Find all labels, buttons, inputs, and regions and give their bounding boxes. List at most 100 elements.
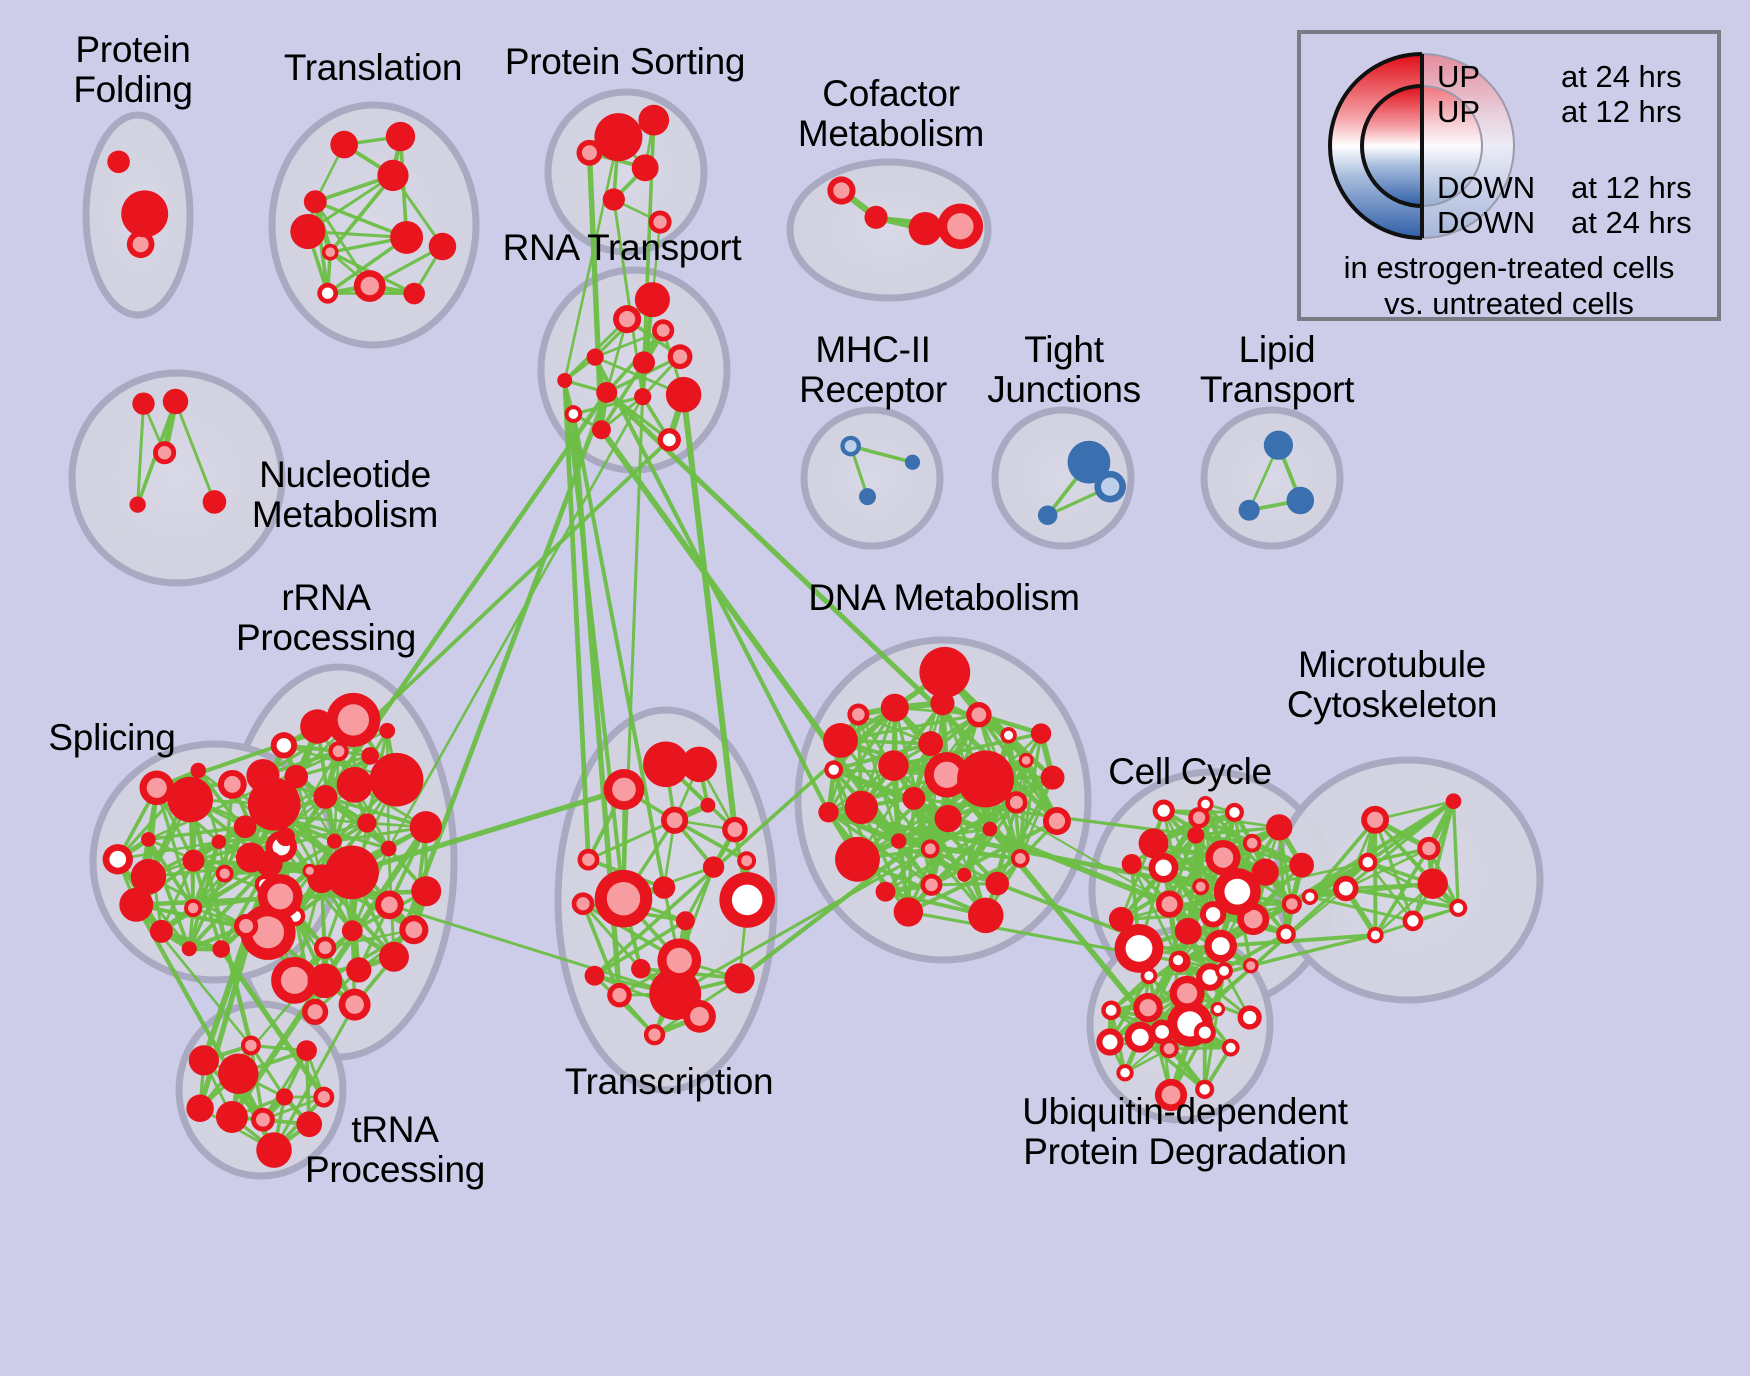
network-node [390,220,424,254]
network-node [564,405,583,423]
network-node [313,784,338,809]
network-node [1205,839,1241,876]
network-node [338,988,371,1021]
network-node [181,941,197,957]
network-node [1263,430,1294,460]
network-node [722,816,748,843]
network-node [188,1045,220,1076]
network-node [303,190,327,214]
network-node [657,938,702,983]
network-node [369,752,424,807]
network-node [634,282,670,318]
network-node [1067,440,1111,484]
network-node [652,876,676,899]
network-node [139,770,175,806]
network-node [257,874,303,919]
network-node [632,351,656,374]
network-node [681,746,717,783]
network-node [1367,926,1384,944]
network-node [724,963,755,994]
network-node [377,159,409,192]
network-node [934,804,962,833]
legend-time-0: at 24 hrs [1561,59,1682,94]
network-node [968,897,1004,934]
network-node [275,1088,294,1106]
network-node [162,388,189,415]
network-node [571,892,595,916]
network-node [586,348,604,366]
network-node [251,1107,275,1132]
network-node [217,769,247,799]
network-node [1121,854,1142,875]
network-node [1281,893,1302,915]
network-node [1149,1019,1175,1045]
network-node [341,920,363,942]
network-node [1358,852,1378,872]
cluster-label-microtubule-cytoskeleton: Microtubule Cytoskeleton [1286,644,1498,725]
network-node [326,833,343,849]
network-node [357,813,377,833]
network-node [102,844,133,875]
network-node [233,913,259,939]
network-node [1101,1000,1122,1021]
network-node [652,319,675,342]
network-node [1010,849,1030,868]
network-node [864,205,888,229]
cluster-label-tight-junctions: Tight Junctions [987,329,1141,410]
network-node [182,849,205,872]
network-node [1096,1028,1124,1056]
network-node [1215,961,1233,980]
network-node [631,959,651,979]
network-node [660,806,689,834]
network-node [1213,868,1261,916]
network-node [1148,852,1179,883]
network-node [186,1094,214,1123]
network-node [107,150,130,174]
network-node [613,305,642,334]
network-node [675,911,695,931]
network-node [379,722,396,739]
network-node [890,833,907,849]
network-node [643,1024,666,1046]
legend-state-0: UP [1437,59,1481,94]
network-node [302,998,329,1025]
network-node [982,821,998,837]
network-node [584,965,605,986]
network-node [840,435,861,457]
network-node [1168,951,1188,970]
network-node [126,230,155,259]
network-node [270,732,298,759]
network-node [290,213,326,250]
network-node [1238,499,1260,521]
network-node [902,786,926,810]
network-node [1140,967,1158,985]
network-node [603,769,645,810]
legend-footer-line1: in estrogen-treated cells [1343,250,1675,285]
network-node [1042,807,1071,836]
network-node [859,488,876,506]
network-node [1402,910,1424,932]
network-node [667,344,693,370]
network-node [256,1132,292,1168]
network-node [330,130,358,159]
network-node [184,898,203,918]
network-node [313,1086,335,1108]
network-node [149,919,173,943]
network-node [1138,828,1169,859]
network-node [893,897,924,927]
cluster-label-ubiquitin-degradation: Ubiquitin-dependent Protein Degradation [1022,1091,1348,1172]
network-node [638,104,670,136]
network-node [1251,858,1279,886]
network-node [683,999,716,1033]
legend-time-1: at 12 hrs [1561,94,1682,129]
cluster-label-nucleotide-metabolism: Nucleotide Metabolism [251,454,439,535]
network-node [380,840,397,857]
network-node [346,957,372,983]
network-node [1301,888,1319,906]
network-node [1225,802,1244,822]
cluster-label-dna-metabolism: DNA Metabolism [808,577,1080,618]
network-node [908,211,942,246]
network-node [880,693,909,722]
